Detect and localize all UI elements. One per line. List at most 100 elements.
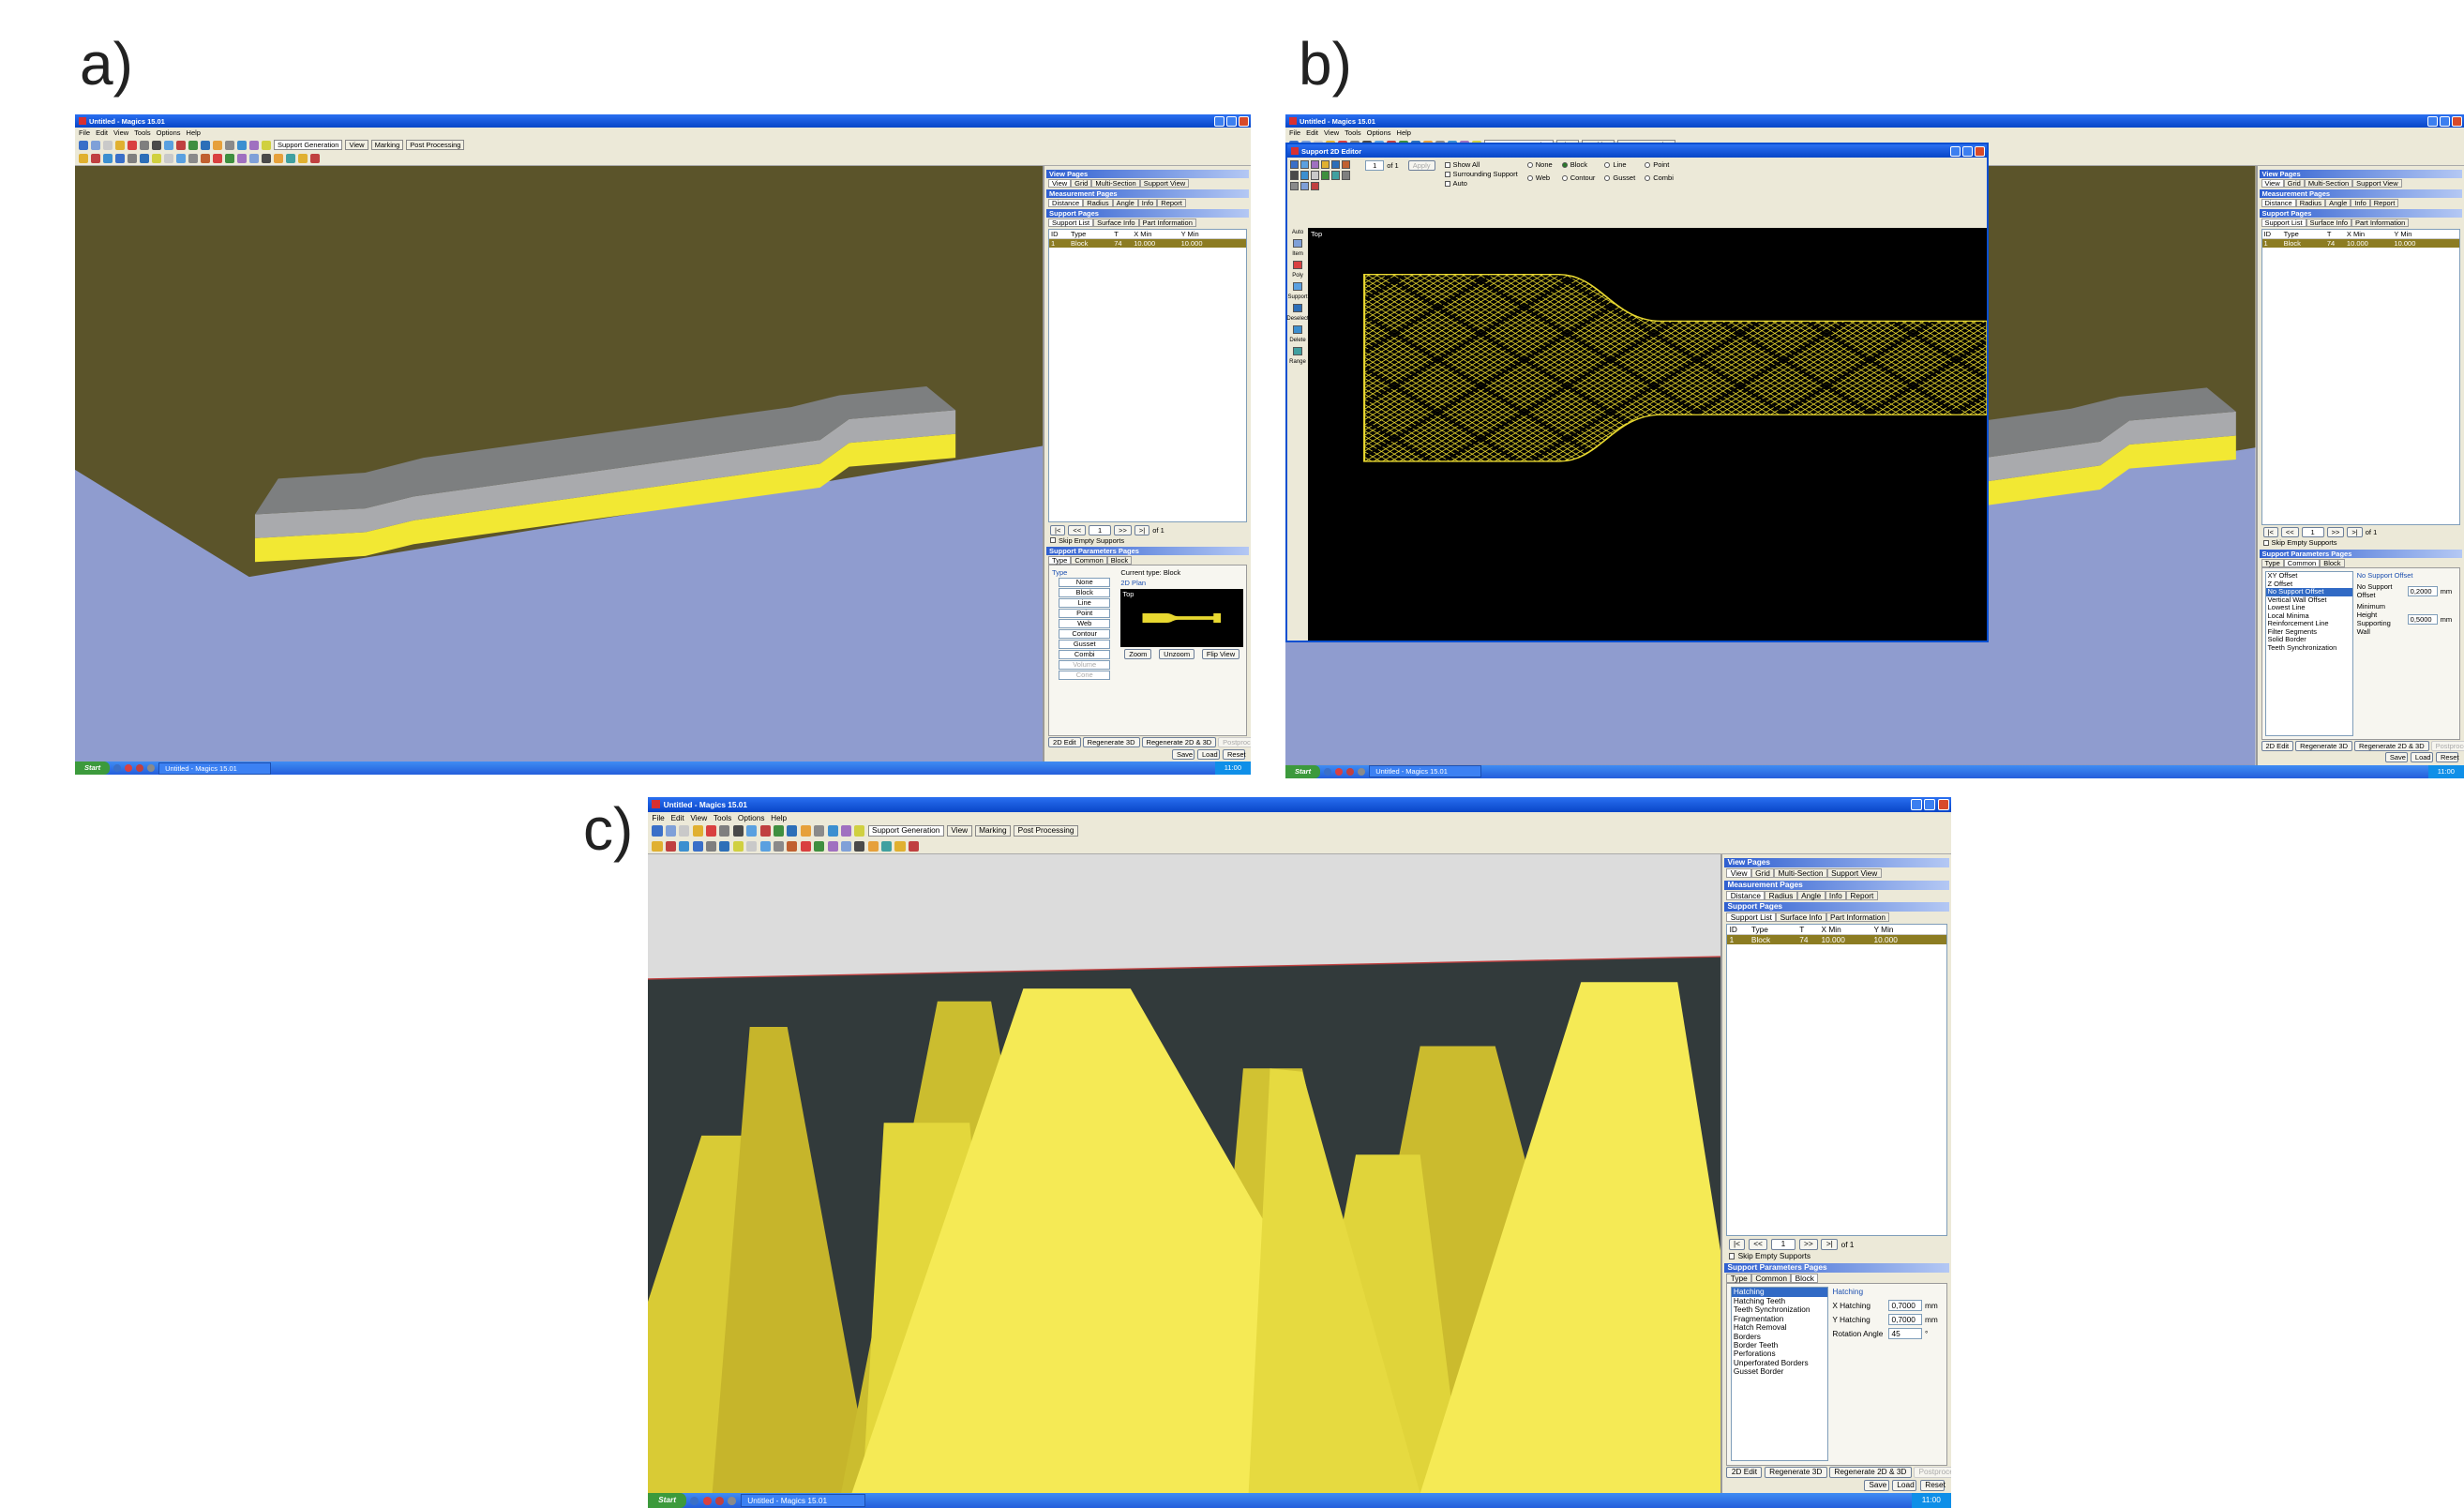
button[interactable]: Unzoom [1159, 649, 1194, 659]
menu-item[interactable]: Options [157, 128, 181, 137]
tab[interactable]: Support View [1140, 179, 1189, 188]
toolbar-icon[interactable] [176, 154, 186, 163]
tab[interactable]: Distance [1048, 199, 1083, 207]
toolbar-icon[interactable] [706, 841, 716, 852]
tab[interactable]: Report [1157, 199, 1186, 207]
type-button[interactable]: Line [1059, 598, 1110, 608]
type-button[interactable]: Block [1059, 588, 1110, 597]
toolbar-icon[interactable] [774, 825, 784, 836]
toolbar-icon[interactable] [760, 825, 771, 836]
toolbar-icon[interactable] [79, 141, 88, 150]
tray-icon[interactable] [703, 1497, 712, 1505]
toolbar-icon[interactable] [140, 141, 149, 150]
toolbar-icon[interactable] [760, 841, 771, 852]
toolbar-tab[interactable]: Support Generation [868, 825, 944, 837]
tab[interactable]: Support View [2352, 179, 2401, 188]
toolbar-tab[interactable]: Support Generation [274, 140, 342, 150]
tab[interactable]: Multi-Section [2305, 179, 2352, 188]
tool-icon[interactable] [1300, 160, 1309, 169]
task-button[interactable]: Untitled - Magics 15.01 [158, 762, 271, 775]
window-button[interactable] [1239, 116, 1249, 127]
toolbar-icon[interactable] [881, 841, 892, 852]
tab[interactable]: View [1048, 179, 1071, 188]
list-cell[interactable]: 74 [2325, 239, 2345, 248]
toolbar-icon[interactable] [262, 141, 271, 150]
list-cell[interactable]: 10.000 [1132, 239, 1179, 248]
toolbar-icon[interactable] [679, 825, 689, 836]
toolbar-icon[interactable] [213, 154, 222, 163]
toolbar-icon[interactable] [103, 141, 113, 150]
tab[interactable]: Info [2351, 199, 2370, 207]
button[interactable]: << [1068, 525, 1086, 535]
button[interactable]: Load [2411, 752, 2433, 762]
tray-icon[interactable] [1358, 768, 1365, 776]
button[interactable]: Regenerate 2D & 3D [1142, 737, 1217, 747]
toolbar-icon[interactable] [140, 154, 149, 163]
tool-icon[interactable] [1290, 160, 1299, 169]
toolbar-icon[interactable] [814, 825, 824, 836]
toolbar-icon[interactable] [693, 825, 703, 836]
checkbox[interactable] [1050, 537, 1056, 543]
toolbar-tab[interactable]: View [947, 825, 971, 837]
toolbar-icon[interactable] [909, 841, 919, 852]
tool-label[interactable]: Range [1289, 359, 1306, 365]
button[interactable]: Apply [1408, 160, 1435, 171]
list-cell[interactable]: 1 [2262, 239, 2282, 248]
field-input[interactable]: 0,2000 [2408, 586, 2438, 596]
button[interactable]: >| [1134, 525, 1149, 535]
tool-label[interactable]: Auto [1292, 230, 1303, 235]
list-cell[interactable]: 1 [1727, 935, 1749, 944]
toolbar-icon[interactable] [841, 825, 851, 836]
tool-label[interactable]: Item [1292, 251, 1303, 257]
tray-icon[interactable] [728, 1497, 736, 1505]
menu-item[interactable]: Help [187, 128, 201, 137]
tab[interactable]: Angle [1113, 199, 1138, 207]
radio[interactable] [1562, 162, 1568, 168]
checkbox[interactable] [1445, 162, 1450, 168]
type-button[interactable]: Combi [1059, 650, 1110, 659]
radio[interactable] [1604, 162, 1610, 168]
start-button[interactable]: Start [75, 762, 110, 775]
window-button[interactable] [1911, 799, 1922, 810]
type-button[interactable]: Gusset [1059, 640, 1110, 649]
parameter-item[interactable]: Gusset Border [1732, 1367, 1827, 1376]
button[interactable]: Reset [1223, 749, 1245, 760]
tool-icon[interactable] [1290, 171, 1299, 179]
window-button[interactable] [1214, 116, 1224, 127]
button[interactable]: |< [1729, 1239, 1746, 1250]
toolbar-icon[interactable] [201, 154, 210, 163]
toolbar-icon[interactable] [679, 841, 689, 852]
tray-icon[interactable] [1335, 768, 1343, 776]
type-button[interactable]: None [1059, 578, 1110, 587]
field-input[interactable]: 45 [1888, 1328, 1921, 1339]
tab[interactable]: Angle [1797, 891, 1825, 900]
toolbar-icon[interactable] [719, 825, 729, 836]
tab[interactable]: Radius [2296, 199, 2325, 207]
menu-item[interactable]: View [690, 813, 707, 822]
tool-icon[interactable] [1321, 171, 1330, 179]
tab[interactable]: Distance [1726, 891, 1765, 900]
button[interactable]: Save [2385, 752, 2408, 762]
list-cell[interactable]: 1 [1049, 239, 1069, 248]
tray-icon[interactable] [1324, 768, 1331, 776]
checkbox[interactable] [1445, 172, 1450, 177]
button[interactable]: Zoom [1124, 649, 1151, 659]
button[interactable]: << [1749, 1239, 1768, 1250]
window-button[interactable] [2440, 116, 2450, 127]
tab[interactable]: Part Information [1826, 912, 1890, 922]
button[interactable]: Postprocess [2431, 741, 2464, 751]
window-button[interactable] [2452, 116, 2462, 127]
toolbar-icon[interactable] [733, 841, 744, 852]
toolbar-icon[interactable] [262, 154, 271, 163]
tool-label[interactable]: Deselect [1286, 316, 1308, 322]
tray-icon[interactable] [690, 1497, 699, 1505]
list-cell[interactable]: 74 [1797, 935, 1819, 944]
button[interactable]: Save [1864, 1480, 1889, 1491]
button[interactable]: Regenerate 3D [1765, 1467, 1827, 1478]
button[interactable]: >> [1114, 525, 1132, 535]
toolbar-icon[interactable] [225, 154, 234, 163]
type-button[interactable]: Contour [1059, 629, 1110, 639]
tool-icon[interactable] [1293, 347, 1302, 355]
tab[interactable]: Type [1048, 556, 1071, 565]
menu-item[interactable]: Options [738, 813, 765, 822]
